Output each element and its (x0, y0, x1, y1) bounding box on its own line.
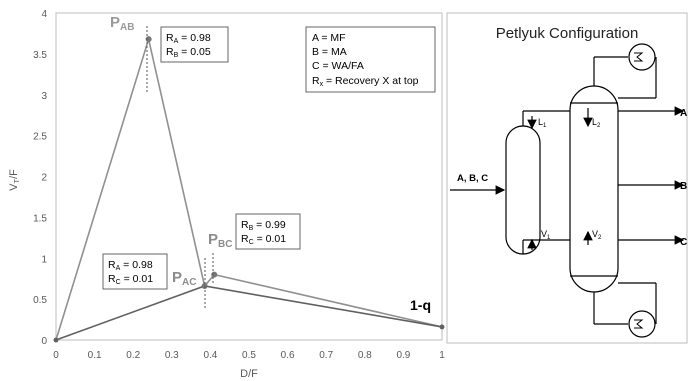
y-tick-label: 0.5 (33, 295, 47, 306)
point-label-pbc: PBC (208, 231, 232, 250)
y-tick-label: 4 (41, 9, 47, 20)
product-c-label: C (680, 237, 687, 248)
x-tick-label: 0.8 (358, 350, 372, 361)
reboiler-icon (628, 310, 656, 338)
x-tick-label: 0 (53, 350, 59, 361)
svg-text:RA = 0.98: RA = 0.98 (166, 32, 211, 45)
petlyuk-diagram: Petlyuk Configuration A B C A, B, C (446, 12, 688, 344)
y-axis-label: VT/F (8, 169, 21, 191)
y-axis-ticks: 0 0.5 1 1.5 2 2.5 3 3.5 4 (33, 9, 47, 347)
y-tick-label: 1.5 (33, 213, 47, 224)
y-tick-label: 0 (41, 336, 47, 347)
y-tick-label: 3.5 (33, 50, 47, 61)
legend: A = MF B = MA C = WA/FA Rx = Recovery X … (305, 26, 436, 93)
plot-area (55, 12, 443, 341)
legend-item: Rx = Recovery X at top (312, 75, 419, 88)
prefractionator-column (505, 125, 541, 255)
x-axis-ticks: 0 0.1 0.2 0.3 0.4 0.5 0.6 0.7 0.8 0.9 1 (53, 350, 445, 361)
svg-text:RA = 0.98: RA = 0.98 (108, 259, 153, 272)
svg-text:RB = 0.05: RB = 0.05 (166, 46, 211, 59)
x-tick-label: 0.5 (242, 350, 256, 361)
chart: 0 0.5 1 1.5 2 2.5 3 3.5 4 0 0.1 0.2 0.3 0.4 0.5 0.6 0.7… (8, 9, 445, 380)
x-tick-label: 1 (439, 350, 445, 361)
x-tick-label: 0.6 (281, 350, 295, 361)
legend-item: B = MA (312, 46, 347, 58)
series-marker (53, 337, 59, 343)
x-tick-label: 0.1 (88, 350, 102, 361)
x-tick-label: 0.2 (126, 350, 140, 361)
annotation-pac: RA = 0.98 RC = 0.01 (102, 253, 168, 290)
y-tick-label: 2 (41, 173, 47, 184)
y-tick-label: 3 (41, 91, 47, 102)
y-tick-label: 2.5 (33, 132, 47, 143)
product-a-label: A (680, 108, 687, 119)
x-axis-label: D/F (240, 368, 258, 380)
y-tick-label: 1 (41, 254, 47, 265)
annotation-pbc: RB = 0.99 RC = 0.01 (235, 213, 301, 250)
diagram-frame (446, 12, 688, 344)
x-tick-label: 0.4 (203, 350, 217, 361)
point-label-pac: PAC (172, 269, 196, 288)
key-point-marker (211, 271, 218, 278)
v1-label: V1 (541, 229, 551, 241)
l2-label: L2 (592, 117, 601, 129)
legend-item: C = WA/FA (312, 60, 364, 72)
x-tick-label: 0.9 (396, 350, 410, 361)
x-tick-label: 0.3 (165, 350, 179, 361)
series-marker (439, 324, 445, 330)
l1-label: L1 (538, 117, 547, 129)
svg-text:RB = 0.99: RB = 0.99 (241, 219, 286, 232)
x-tick-label: 0.7 (319, 350, 333, 361)
end-label: 1-q (410, 297, 431, 313)
annotation-pab: RA = 0.98 RB = 0.05 (160, 26, 229, 63)
point-label-pab: PAB (110, 14, 134, 33)
condenser-icon (628, 43, 656, 71)
legend-item: A = MF (312, 32, 346, 44)
feed-label: A, B, C (457, 173, 488, 184)
svg-text:RC = 0.01: RC = 0.01 (241, 233, 286, 246)
v2-label: V2 (592, 229, 602, 241)
diagram-title: Petlyuk Configuration (496, 25, 639, 42)
key-point-marker (145, 36, 152, 43)
product-b-label: B (680, 181, 687, 192)
svg-text:RC = 0.01: RC = 0.01 (108, 273, 153, 286)
